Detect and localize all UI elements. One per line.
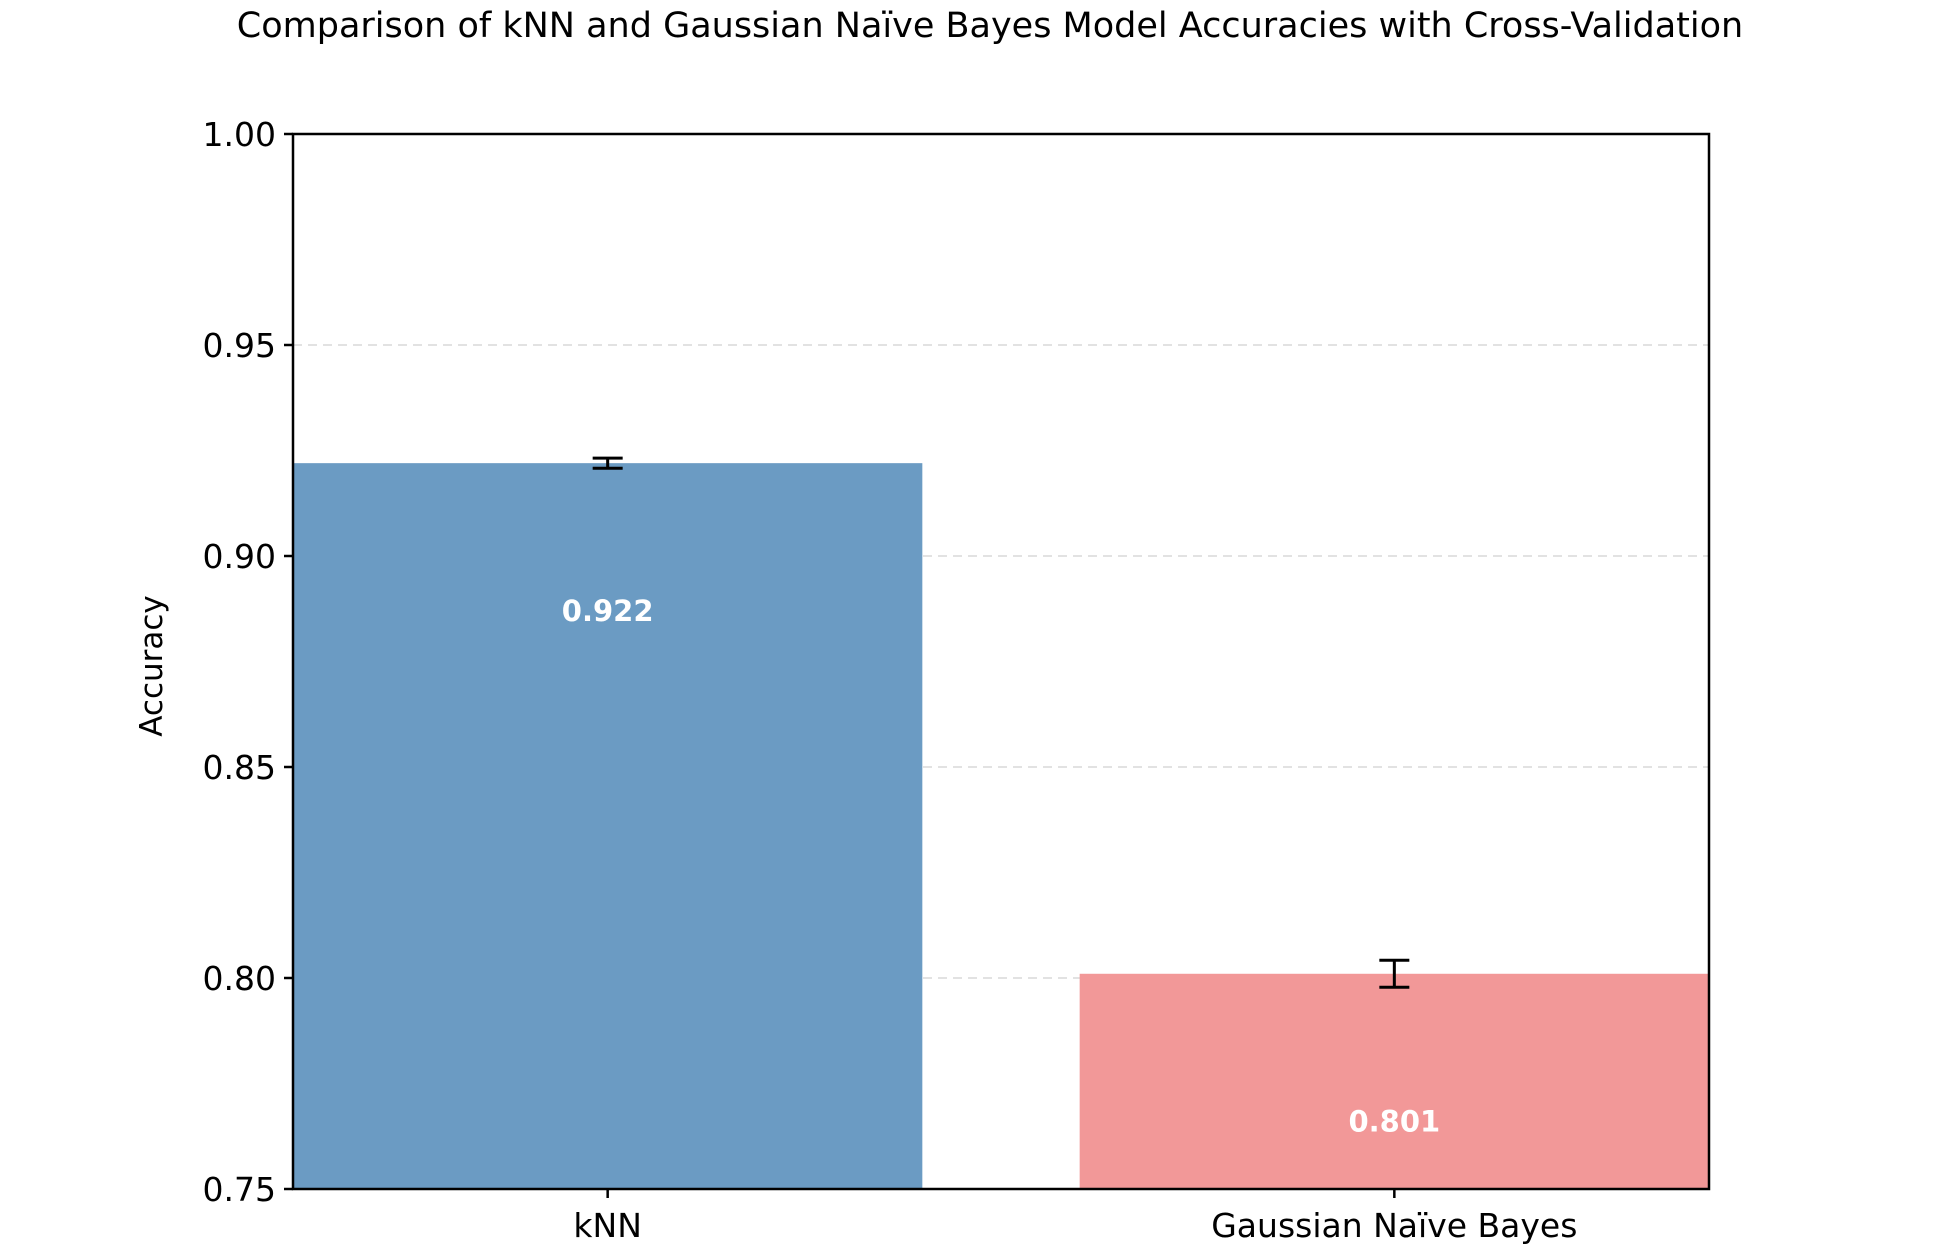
- ytick-0-90-label: 0.90: [203, 537, 276, 576]
- value-labels: 0.922 0.801: [562, 594, 1440, 1139]
- error-bar-gaussian-na-ve-bayes: [1379, 958, 1410, 989]
- value-label-gaussian-na-ve-bayes: 0.801: [1348, 1104, 1440, 1138]
- grid-lines: [293, 344, 1709, 979]
- plot-frame: [291, 132, 1711, 1191]
- ytick-1-00-label: 1.00: [203, 115, 276, 154]
- bars: [293, 463, 1709, 1189]
- xtick-knn-label: kNN: [573, 1206, 641, 1245]
- x-axis-ticks: kNN Gaussian Naïve Bayes: [573, 1189, 1577, 1245]
- chart-title: Comparison of kNN and Gaussian Naïve Bay…: [237, 6, 1743, 46]
- ytick-0-85-label: 0.85: [203, 748, 276, 787]
- xtick-gaussian-na-ve-bayes-label: Gaussian Naïve Bayes: [1211, 1206, 1577, 1245]
- ytick-0-80-label: 0.80: [203, 959, 276, 998]
- ytick-0-75-label: 0.75: [203, 1170, 276, 1209]
- y-axis-ticks: 0.75 0.80 0.85 0.90 0.95 1.00: [203, 115, 293, 1209]
- error-bar-knn: [592, 456, 623, 470]
- ytick-0-95-label: 0.95: [203, 326, 276, 365]
- value-label-knn: 0.922: [562, 594, 654, 628]
- bar-gaussian-na-ve-bayes: [1079, 973, 1709, 1189]
- y-axis-label: Accuracy: [134, 595, 170, 737]
- error-bars: [592, 456, 1410, 989]
- bar-knn: [293, 463, 923, 1189]
